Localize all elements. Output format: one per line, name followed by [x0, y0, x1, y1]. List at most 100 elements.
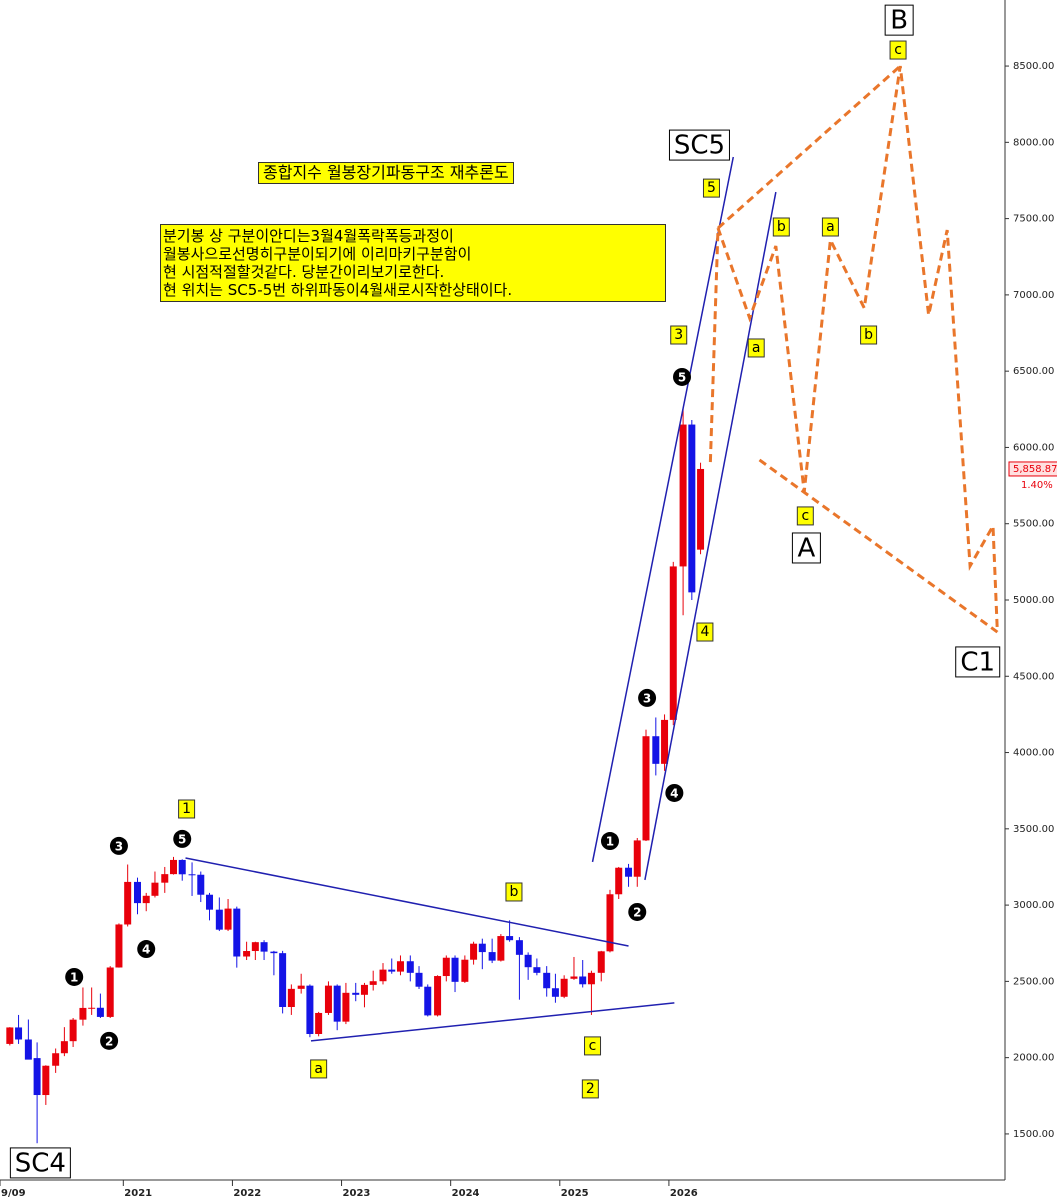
- candle-body: [642, 736, 650, 841]
- candle-body: [606, 894, 614, 952]
- annotation-box: [581, 1079, 599, 1099]
- candle-body: [533, 967, 541, 973]
- note-line: 현 위치는 SC5-5번 하위파동이4월새로시작한상태이다.: [163, 281, 513, 299]
- trendline: [708, 65, 999, 633]
- annotation: 2: [100, 1031, 119, 1050]
- x-tick-label: 2023: [343, 1188, 371, 1199]
- note-line: 분기봉 상 구분이안디는3월4월폭락폭등과정이: [163, 227, 454, 245]
- candle-body: [178, 859, 186, 875]
- candle-body: [79, 1007, 87, 1020]
- candle-body: [369, 981, 377, 985]
- candle-body: [197, 874, 205, 895]
- annotation-label: 3: [643, 691, 651, 705]
- candle-body: [142, 895, 150, 904]
- annotation-box: [796, 506, 814, 526]
- candle-body: [488, 952, 496, 961]
- candle-body: [206, 894, 214, 910]
- candle-body: [661, 719, 669, 764]
- annotation-circle: [628, 902, 647, 921]
- candle-body: [560, 978, 568, 997]
- annotation-circle: [665, 783, 684, 802]
- annotation-box: [178, 799, 196, 819]
- annotation: 5: [673, 367, 692, 386]
- x-tick-label: 2024: [452, 1188, 480, 1199]
- candle-body: [543, 972, 551, 989]
- annotation-label: 2: [586, 1081, 595, 1097]
- annotation: SC4: [9, 1147, 71, 1179]
- candle-body: [24, 1039, 32, 1060]
- annotation-label: SC5: [674, 131, 725, 161]
- annotation: 4: [665, 783, 684, 802]
- annotation-circle: [100, 1031, 119, 1050]
- chart-title: 종합지수 월봉장기파동구조 재추론도: [258, 162, 514, 184]
- trendline: [185, 857, 629, 947]
- trendline: [591, 156, 735, 863]
- annotation-label: 2: [105, 1034, 113, 1048]
- y-tick-label: 6500.00: [1013, 366, 1054, 377]
- annotation: a: [747, 338, 765, 358]
- y-tick-label: 2000.00: [1013, 1053, 1054, 1064]
- annotation: 4: [137, 940, 156, 959]
- candle-body: [451, 957, 459, 982]
- candle-body: [442, 957, 450, 977]
- y-tick-label: 8500.00: [1013, 61, 1054, 72]
- y-tick-label: 3500.00: [1013, 824, 1054, 835]
- candle-body: [579, 976, 587, 985]
- candle-body: [478, 943, 486, 953]
- candle-body: [279, 953, 287, 1008]
- candle-body: [306, 985, 314, 1035]
- annotation-label: 5: [707, 180, 716, 196]
- candle-body: [415, 972, 423, 987]
- candle-body: [60, 1041, 68, 1054]
- candle-body: [524, 954, 532, 968]
- candle-body: [352, 992, 360, 995]
- annotation-box: [955, 646, 1001, 678]
- annotation: c: [584, 1036, 602, 1056]
- x-tick-label: 2025: [561, 1188, 589, 1199]
- annotation-label: A: [798, 533, 816, 563]
- note-line: 현 시점적절할것같다. 당분간이리보기로한다.: [163, 263, 445, 281]
- y-tick-label: 7000.00: [1013, 290, 1054, 301]
- candle-body: [587, 972, 595, 985]
- candle-body: [115, 924, 123, 968]
- annotation-box: [772, 217, 790, 237]
- annotation-box: [505, 882, 523, 902]
- y-tick-label: 5500.00: [1013, 519, 1054, 530]
- candle-body: [625, 867, 633, 877]
- y-tick-label: 4500.00: [1013, 671, 1054, 682]
- candle-body: [470, 943, 478, 960]
- annotation: 5: [173, 829, 192, 848]
- annotation-label: 4: [670, 786, 678, 800]
- annotation: B: [884, 4, 914, 36]
- change-label: 1.40%: [1021, 480, 1053, 491]
- annotation: 2: [628, 902, 647, 921]
- annotation: c: [796, 506, 814, 526]
- candle-body: [270, 951, 278, 954]
- y-tick-label: 8000.00: [1013, 137, 1054, 148]
- candle-body: [324, 985, 332, 1013]
- annotation-label: 4: [142, 943, 150, 957]
- candle-body: [251, 942, 259, 952]
- annotation: a: [821, 217, 839, 237]
- candle-body: [388, 969, 396, 972]
- annotation-box: [9, 1147, 71, 1179]
- candle-body: [570, 976, 578, 979]
- candle-body: [652, 736, 660, 764]
- annotation-circle: [137, 940, 156, 959]
- candle-body: [287, 988, 295, 1008]
- candle-body: [342, 992, 350, 1022]
- annotation: A: [791, 532, 821, 564]
- candle-body: [434, 976, 442, 1016]
- y-tick-label: 5000.00: [1013, 595, 1054, 606]
- annotation-label: SC4: [15, 1148, 66, 1178]
- annotation: 3: [638, 688, 657, 707]
- candle-body: [679, 424, 687, 567]
- annotation: C1: [955, 646, 1001, 678]
- annotation: 1: [600, 832, 619, 851]
- candle-body: [6, 1027, 14, 1044]
- annotation-label: 3: [115, 839, 123, 853]
- candle-body: [224, 908, 232, 930]
- y-tick-label: 1500.00: [1013, 1129, 1054, 1140]
- annotation-label: 3: [674, 327, 683, 343]
